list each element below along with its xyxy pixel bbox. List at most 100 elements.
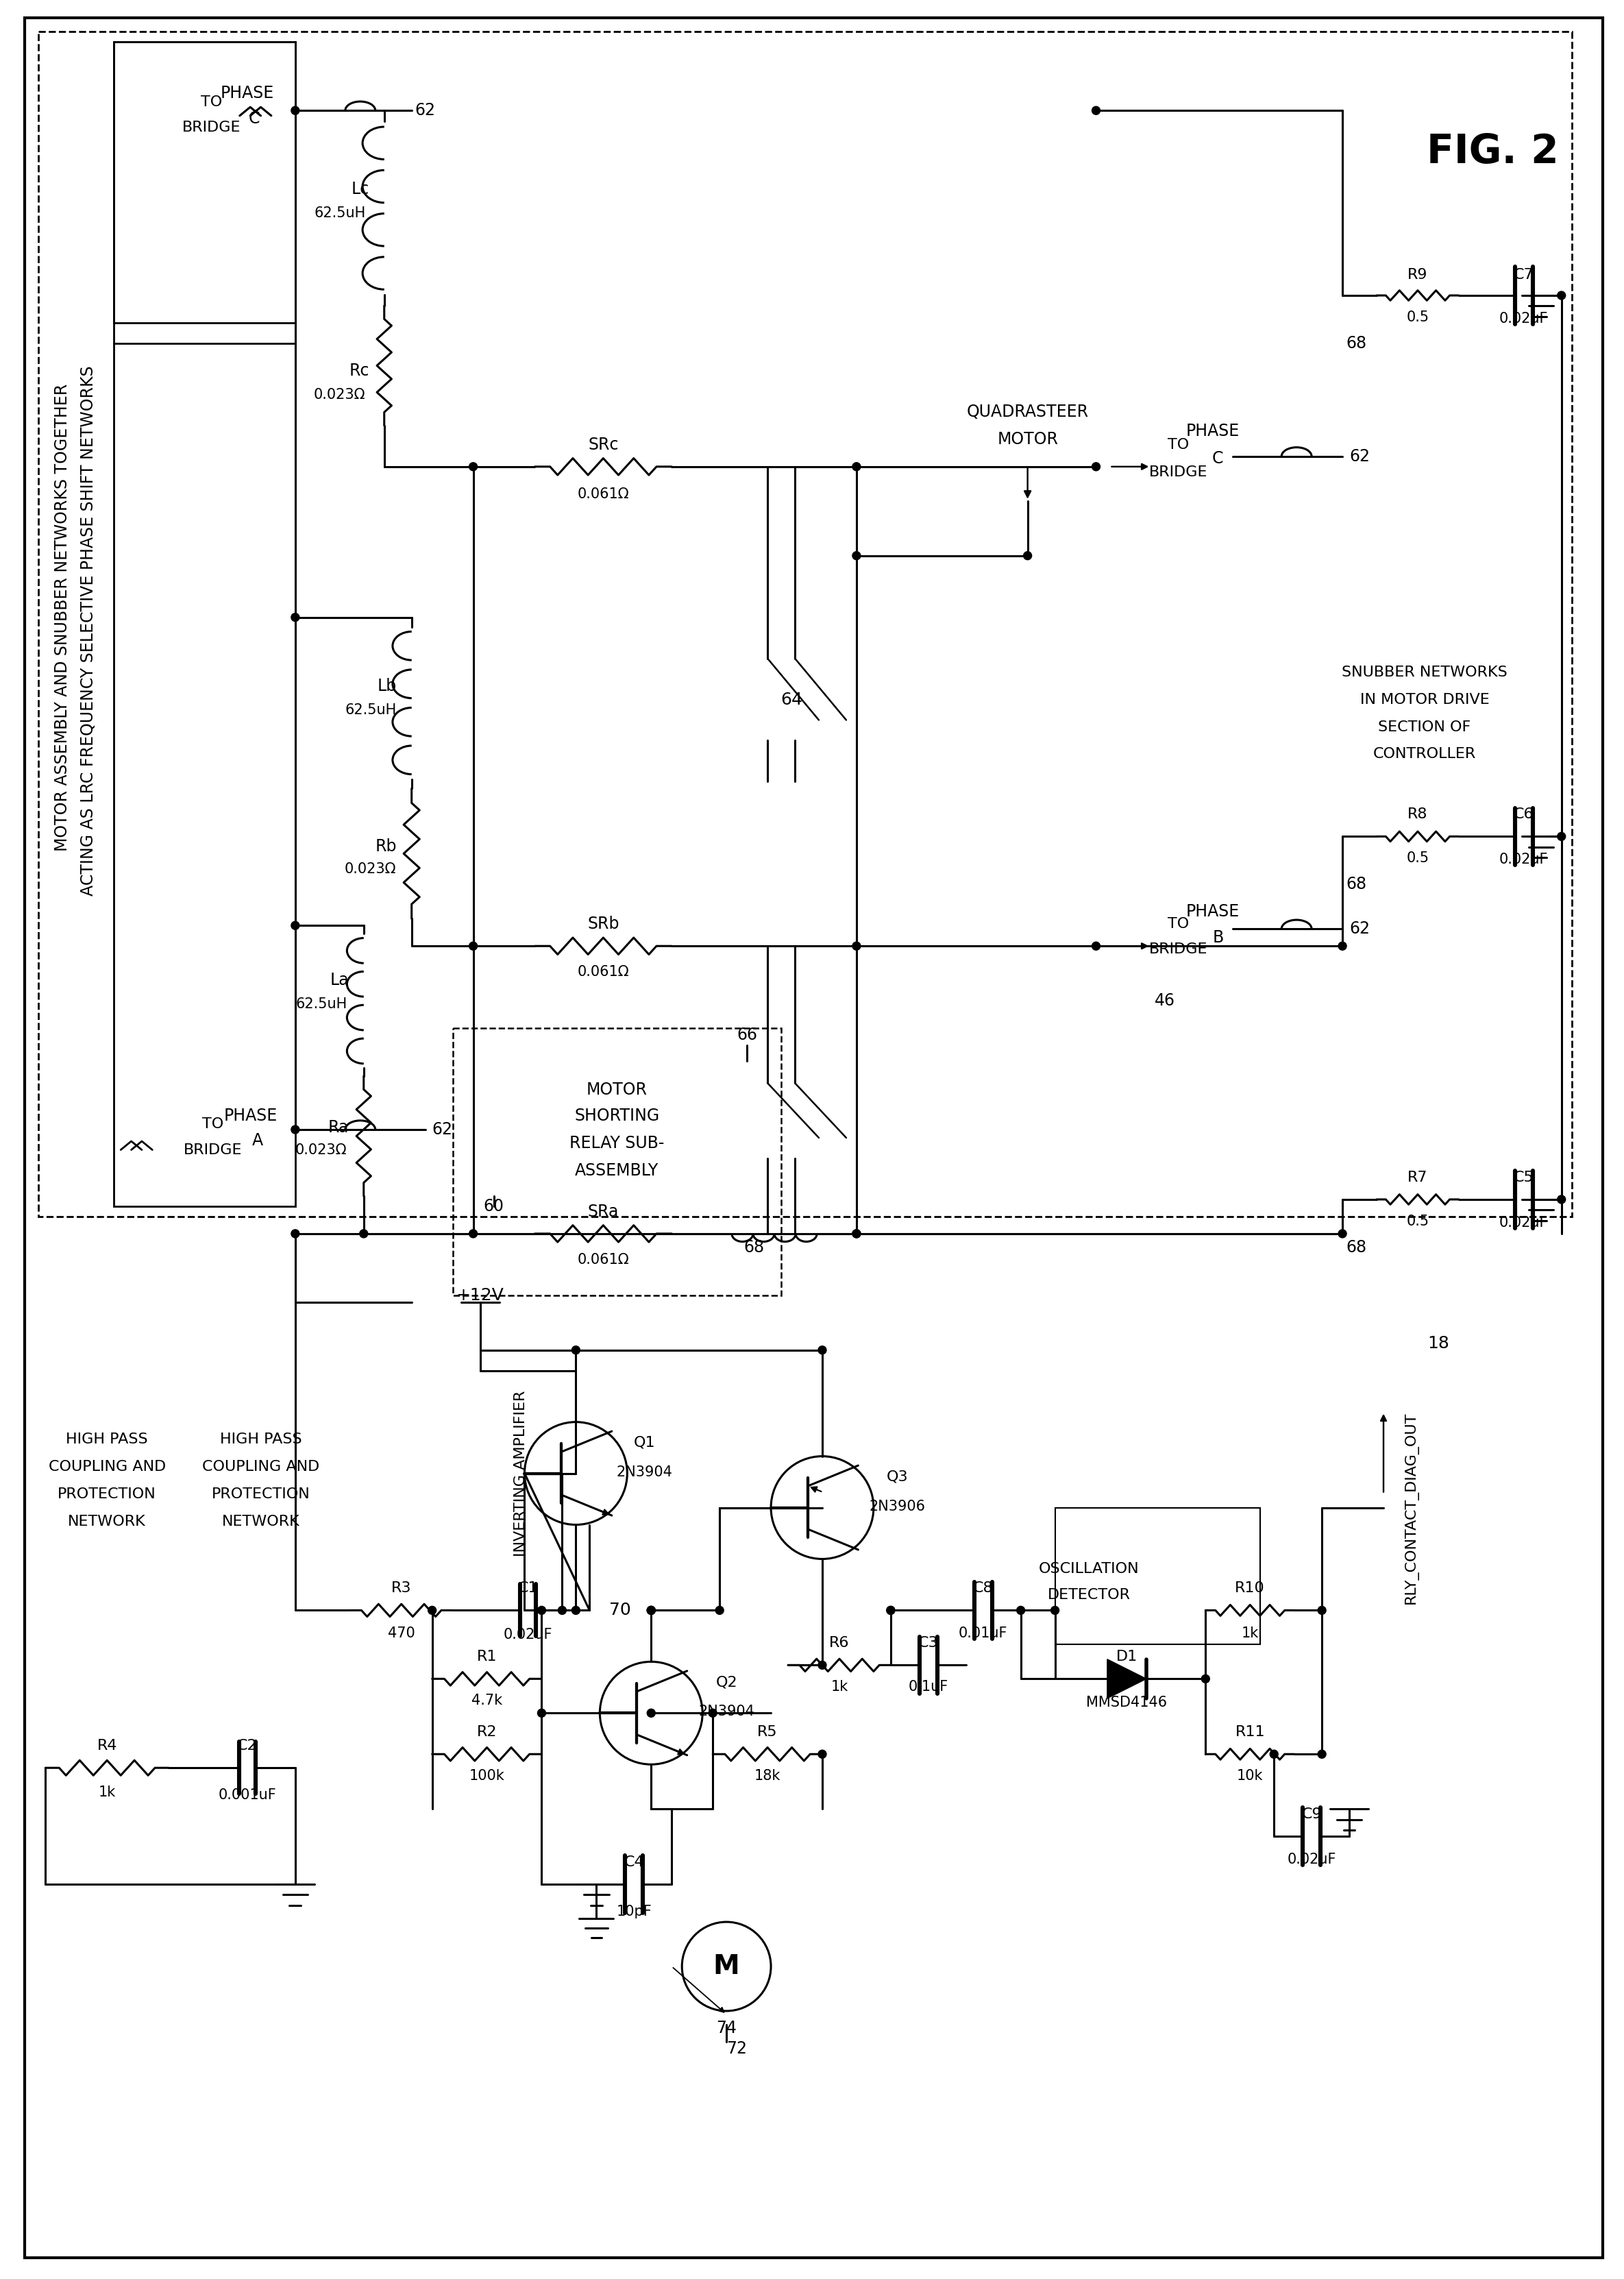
- Text: COUPLING AND: COUPLING AND: [49, 1459, 166, 1472]
- Circle shape: [1557, 832, 1566, 841]
- Circle shape: [716, 1607, 724, 1614]
- Text: Rc: Rc: [349, 362, 369, 378]
- Text: Rb: Rb: [375, 839, 396, 855]
- Circle shape: [291, 107, 299, 114]
- Text: PHASE: PHASE: [1186, 424, 1239, 440]
- Text: 0.023Ω: 0.023Ω: [296, 1144, 348, 1158]
- Text: HIGH PASS: HIGH PASS: [67, 1431, 148, 1445]
- Text: CONTROLLER: CONTROLLER: [1372, 748, 1476, 761]
- Circle shape: [291, 613, 299, 622]
- Text: D1: D1: [1116, 1650, 1137, 1664]
- Circle shape: [853, 463, 861, 472]
- Text: 0.02uF: 0.02uF: [1288, 1853, 1337, 1867]
- Text: 18k: 18k: [755, 1769, 781, 1782]
- Text: 70: 70: [609, 1602, 632, 1618]
- Text: COUPLING AND: COUPLING AND: [203, 1459, 320, 1472]
- Circle shape: [469, 463, 477, 472]
- Circle shape: [887, 1607, 895, 1614]
- Text: 2N3906: 2N3906: [869, 1500, 926, 1513]
- Text: 68: 68: [744, 1240, 765, 1256]
- Circle shape: [572, 1347, 580, 1354]
- Text: C1: C1: [518, 1582, 538, 1595]
- Circle shape: [818, 1347, 827, 1354]
- Text: C5: C5: [1514, 1171, 1535, 1185]
- Text: 62.5uH: 62.5uH: [296, 998, 348, 1012]
- Circle shape: [1270, 1750, 1278, 1759]
- Text: PHASE: PHASE: [1186, 902, 1239, 921]
- Text: BRIDGE: BRIDGE: [1148, 944, 1208, 957]
- Circle shape: [1557, 1194, 1566, 1203]
- Text: C8: C8: [973, 1582, 994, 1595]
- Text: R2: R2: [477, 1725, 497, 1739]
- Bar: [39, 32, 1572, 1217]
- Circle shape: [646, 1607, 654, 1614]
- Text: 0.02uF: 0.02uF: [1499, 852, 1548, 866]
- Circle shape: [708, 1709, 716, 1716]
- Circle shape: [1317, 1607, 1327, 1614]
- Text: RLY_CONTACT_DIAG_OUT: RLY_CONTACT_DIAG_OUT: [1403, 1411, 1418, 1604]
- Text: OSCILLATION: OSCILLATION: [1039, 1563, 1140, 1577]
- Text: B: B: [1212, 930, 1223, 946]
- Text: HIGH PASS: HIGH PASS: [219, 1431, 302, 1445]
- Circle shape: [1017, 1607, 1025, 1614]
- Text: MOTOR: MOTOR: [586, 1083, 648, 1098]
- Text: M: M: [713, 1953, 739, 1980]
- Text: 0.02uF: 0.02uF: [503, 1627, 552, 1641]
- Text: 4.7k: 4.7k: [471, 1693, 502, 1707]
- Bar: [1056, 1509, 1260, 1645]
- Text: 1k: 1k: [1241, 1627, 1259, 1641]
- Text: 0.061Ω: 0.061Ω: [578, 966, 628, 980]
- Text: Q1: Q1: [633, 1436, 654, 1449]
- Text: IN MOTOR DRIVE: IN MOTOR DRIVE: [1359, 693, 1489, 706]
- Text: 0.023Ω: 0.023Ω: [344, 861, 396, 875]
- Circle shape: [1317, 1750, 1327, 1759]
- Circle shape: [646, 1607, 654, 1614]
- Text: 46: 46: [1155, 994, 1174, 1010]
- Circle shape: [429, 1607, 437, 1614]
- Circle shape: [538, 1607, 546, 1614]
- Text: 68: 68: [1346, 335, 1366, 351]
- Text: R5: R5: [757, 1725, 778, 1739]
- Text: R7: R7: [1408, 1171, 1427, 1185]
- Text: 10k: 10k: [1237, 1769, 1263, 1782]
- Text: 0.5: 0.5: [1406, 1215, 1429, 1228]
- Text: SECTION OF: SECTION OF: [1379, 720, 1471, 734]
- Text: ASSEMBLY: ASSEMBLY: [575, 1162, 659, 1178]
- Circle shape: [853, 941, 861, 950]
- Circle shape: [291, 1126, 299, 1133]
- Text: R10: R10: [1234, 1582, 1265, 1595]
- Text: +12V: +12V: [456, 1288, 503, 1304]
- Text: MOTOR ASSEMBLY AND SNUBBER NETWORKS TOGETHER: MOTOR ASSEMBLY AND SNUBBER NETWORKS TOGE…: [54, 383, 71, 850]
- Circle shape: [469, 941, 477, 950]
- Bar: [114, 41, 296, 324]
- Text: 62: 62: [1350, 921, 1369, 937]
- Text: ACTING AS LRC FREQUENCY SELECTIVE PHASE SHIFT NETWORKS: ACTING AS LRC FREQUENCY SELECTIVE PHASE …: [80, 367, 97, 896]
- Text: Lb: Lb: [377, 677, 396, 695]
- Circle shape: [572, 1607, 580, 1614]
- Text: 60: 60: [484, 1199, 503, 1215]
- Text: MMSD4146: MMSD4146: [1086, 1696, 1168, 1709]
- Text: Q3: Q3: [887, 1470, 908, 1484]
- Text: SRc: SRc: [588, 438, 619, 454]
- Text: PROTECTION: PROTECTION: [211, 1488, 310, 1502]
- Text: R3: R3: [391, 1582, 411, 1595]
- Text: BRIDGE: BRIDGE: [1148, 465, 1208, 479]
- Circle shape: [853, 552, 861, 561]
- Text: 2N3904: 2N3904: [698, 1705, 755, 1718]
- Circle shape: [887, 1607, 895, 1614]
- Text: TO: TO: [1168, 916, 1189, 932]
- Text: QUADRASTEER: QUADRASTEER: [966, 403, 1088, 419]
- Circle shape: [853, 1231, 861, 1237]
- Text: R6: R6: [830, 1636, 849, 1650]
- Circle shape: [818, 1750, 827, 1759]
- Circle shape: [359, 1231, 367, 1237]
- Text: 66: 66: [737, 1028, 757, 1044]
- Text: TO: TO: [1168, 438, 1189, 451]
- Circle shape: [1091, 107, 1099, 114]
- Text: C2: C2: [237, 1739, 258, 1753]
- Text: SHORTING: SHORTING: [575, 1108, 659, 1124]
- Bar: [114, 41, 296, 1206]
- Circle shape: [1338, 941, 1346, 950]
- Text: BRIDGE: BRIDGE: [184, 1144, 242, 1158]
- Circle shape: [853, 1231, 861, 1237]
